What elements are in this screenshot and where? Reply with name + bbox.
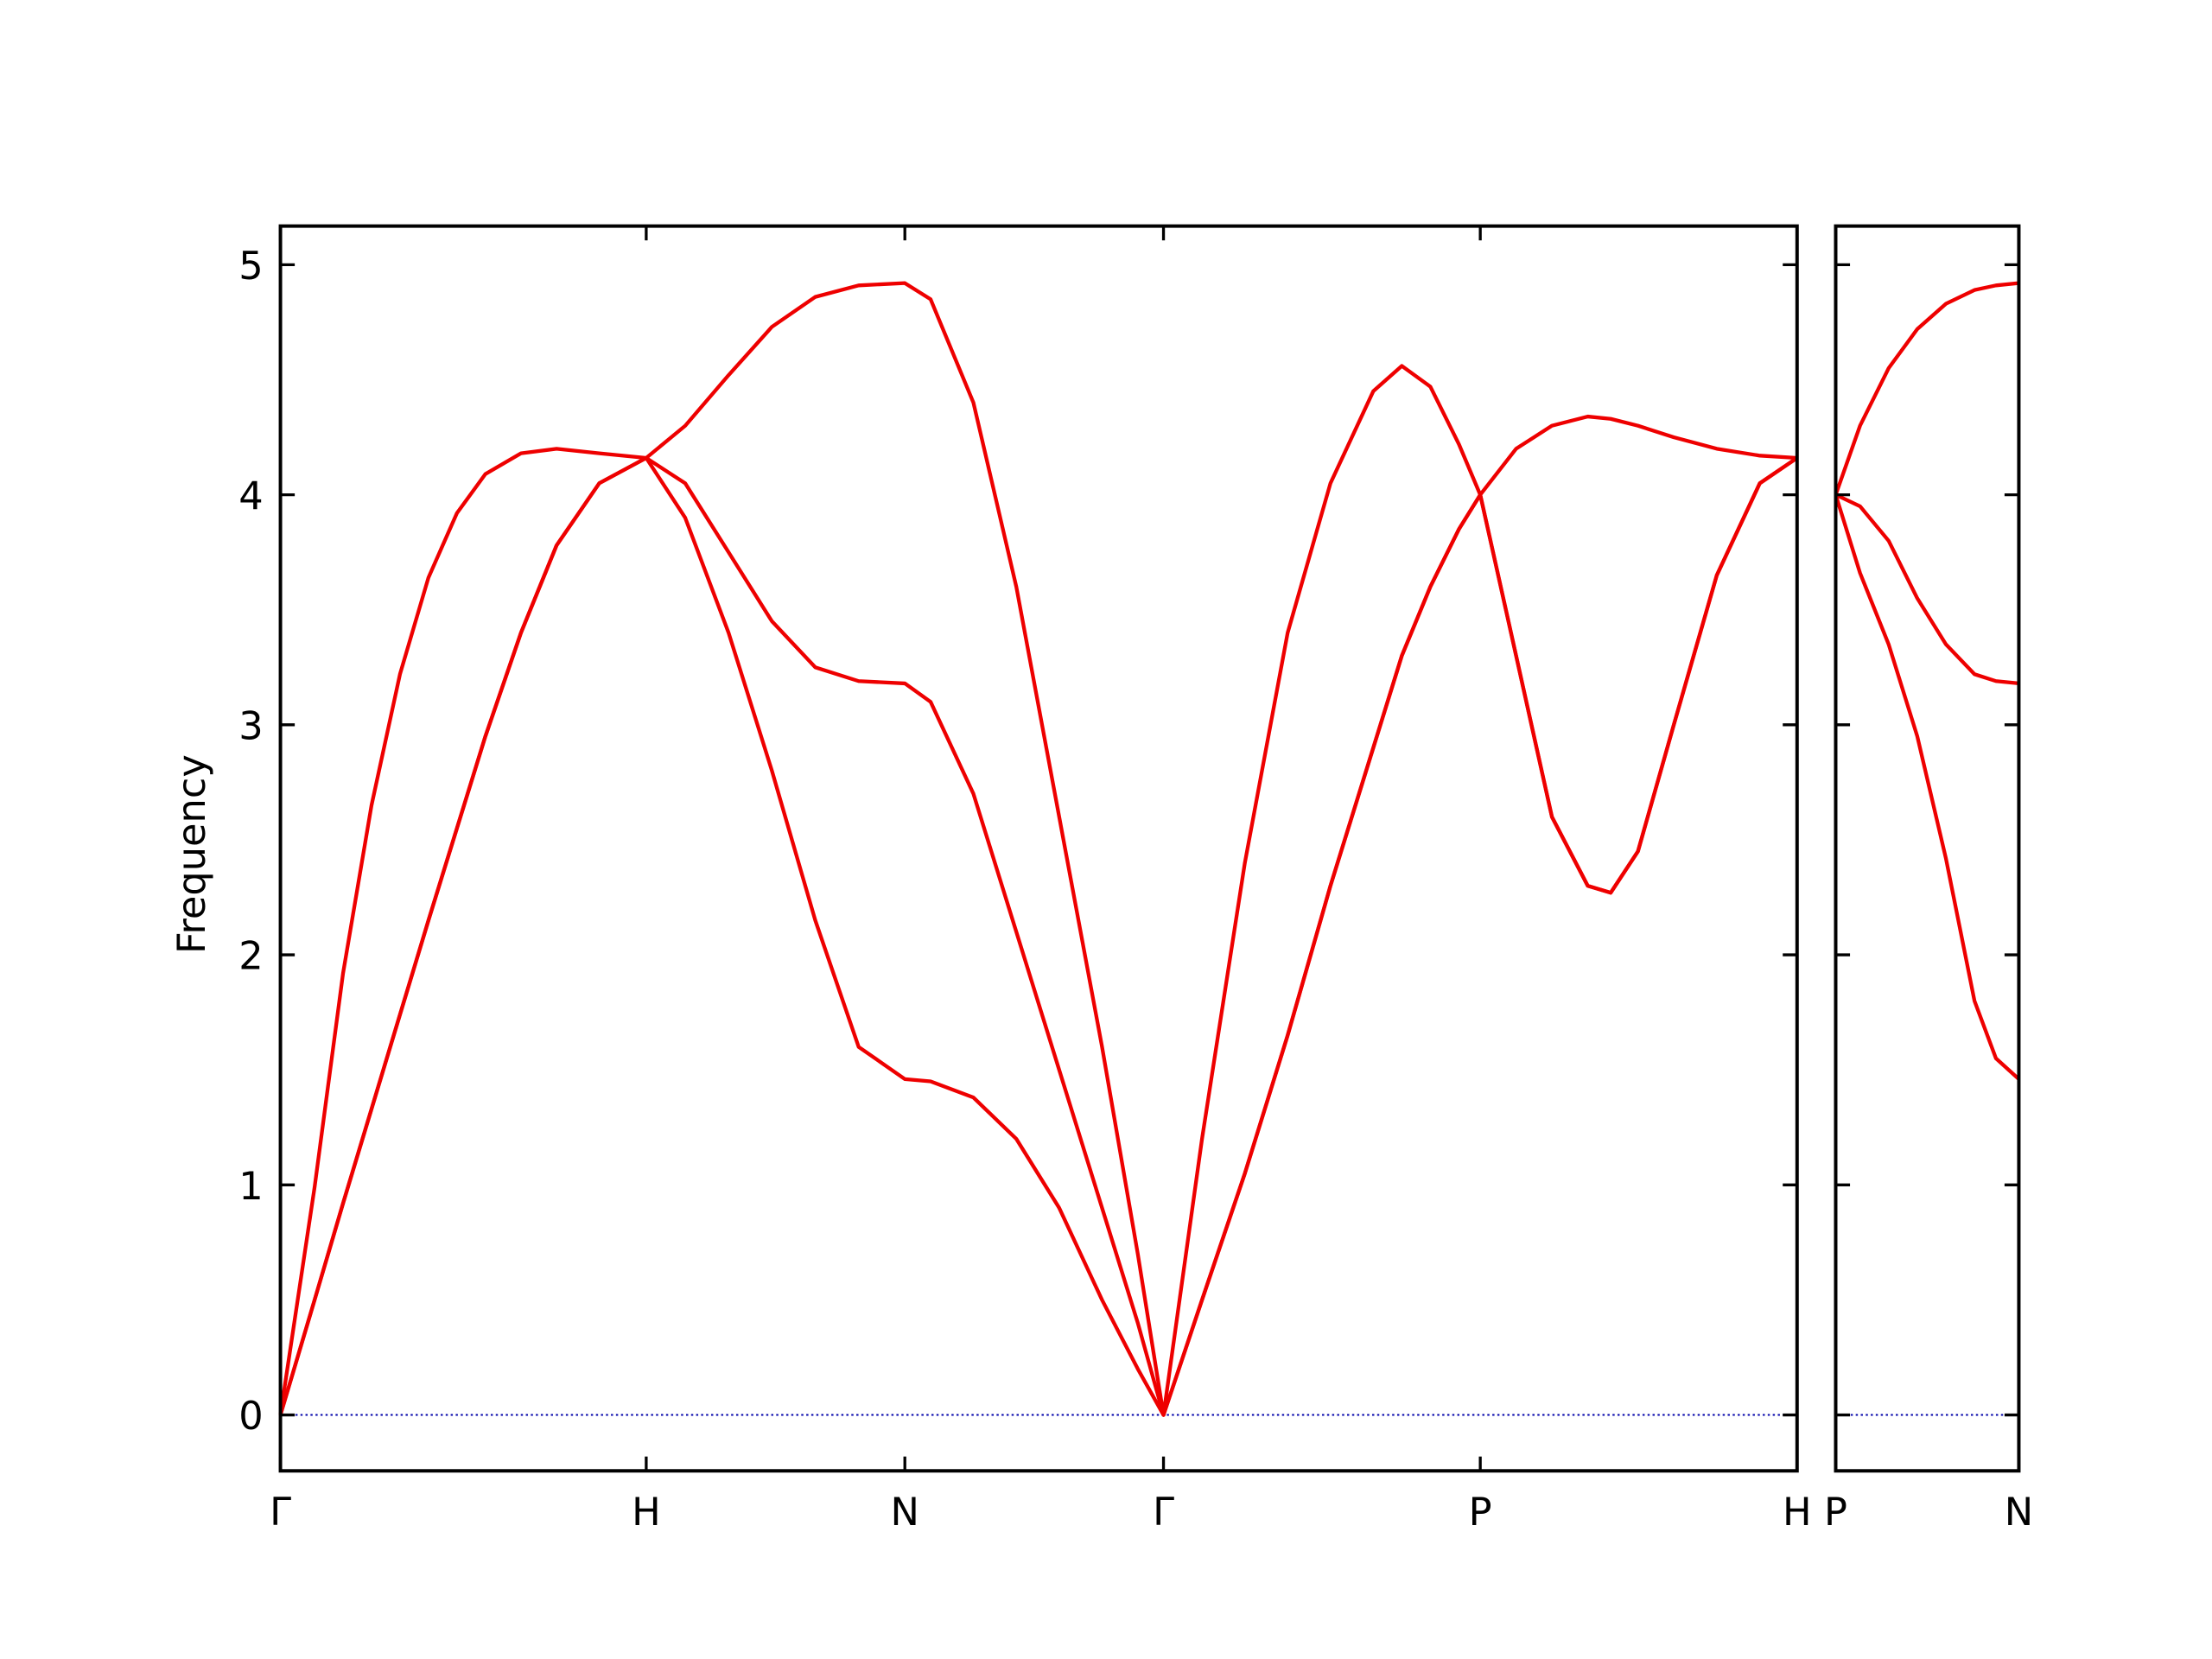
y-tick-label: 0 [238,1394,263,1439]
x-tick-label: H [1783,1490,1812,1535]
y-tick-label: 2 [238,934,263,979]
y-axis-label: Frequency [169,754,214,954]
y-tick-label: 1 [238,1164,263,1209]
x-tick-label: P [1824,1490,1847,1535]
band-line [278,455,1799,1417]
x-tick-label: Γ [270,1490,291,1535]
x-tick-label: N [2005,1490,2033,1535]
band-line [278,281,1797,1417]
x-tick-label: N [890,1490,918,1535]
x-tick-label: Γ [1153,1490,1174,1535]
plot-frame [278,224,1799,1473]
y-tick-label: 4 [238,474,263,518]
band-line [1834,493,2020,1081]
band-line [1834,281,2019,496]
x-tick-label: P [1469,1490,1492,1535]
y-tick-label: 5 [238,244,263,289]
band-line [1834,493,2019,686]
x-tick-label: H [632,1490,661,1535]
y-tick-label: 3 [238,703,263,748]
plot-frame [1834,224,2021,1473]
